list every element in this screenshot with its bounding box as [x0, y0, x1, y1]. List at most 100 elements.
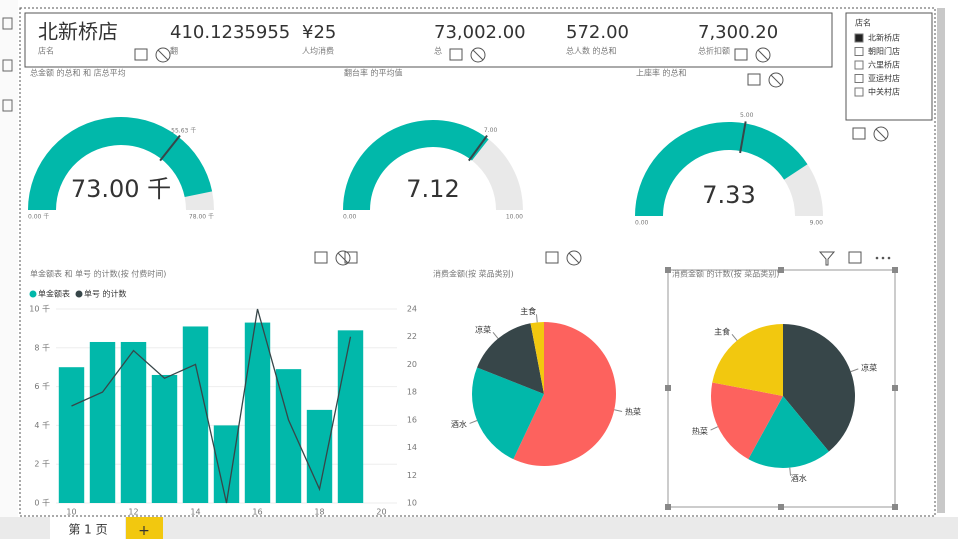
card-row: [24, 12, 833, 68]
visual-icon[interactable]: [314, 251, 328, 264]
slicer-item[interactable]: 朝阳门店: [868, 46, 900, 56]
model-view-icon[interactable]: [2, 99, 13, 112]
leader-line: [614, 409, 623, 412]
more-icon-dot[interactable]: [875, 256, 879, 260]
add-tab-label[interactable]: +: [138, 523, 150, 539]
chart-title: 单金额表 和 单号 的计数(按 付费时间): [30, 269, 166, 279]
gauge-max-label: 9.00: [810, 220, 824, 227]
more-icon-dot[interactable]: [881, 256, 885, 260]
block-icon-slash: [157, 49, 169, 61]
scrollbar[interactable]: [937, 8, 945, 513]
bar: [89, 341, 116, 503]
resize-handle[interactable]: [665, 267, 671, 273]
block-icon[interactable]: [755, 47, 771, 63]
gauge-target: [468, 134, 488, 162]
pie-slice[interactable]: [477, 323, 544, 394]
y-tick-label: 0 千: [34, 498, 50, 508]
y2-tick-label: 10: [407, 499, 417, 508]
pie-label: 主食: [520, 306, 536, 316]
leader-line: [710, 426, 719, 431]
y-tick-label: 8 千: [34, 342, 50, 352]
tab-label[interactable]: 第 1 页: [68, 523, 107, 537]
visual-icon[interactable]: [449, 48, 463, 61]
resize-handle[interactable]: [892, 267, 898, 273]
slicer-checkbox[interactable]: [854, 60, 864, 70]
card-value: ¥25: [302, 22, 336, 43]
gauge-value: [343, 119, 489, 210]
y-tick-label: 4 千: [34, 420, 50, 430]
pie-slice[interactable]: [748, 396, 829, 468]
gauge-target-label: 7.00: [484, 127, 498, 134]
card-label: 店名: [38, 46, 54, 56]
bar-icon[interactable]: [344, 251, 358, 264]
block-icon[interactable]: [768, 72, 784, 88]
block-icon[interactable]: [335, 250, 351, 266]
visual-icon[interactable]: [852, 127, 866, 140]
pie-slice[interactable]: [530, 322, 544, 394]
gauge-value-label: 73.00 千: [71, 175, 171, 203]
pie-slice[interactable]: [712, 324, 783, 396]
focus-icon[interactable]: [848, 251, 862, 264]
tab[interactable]: [50, 517, 125, 539]
visual-icon[interactable]: [747, 73, 761, 86]
slicer-checkbox[interactable]: [854, 74, 864, 83]
visual-icon[interactable]: [734, 48, 748, 61]
block-icon[interactable]: [155, 47, 171, 63]
slicer-item[interactable]: 北新桥店: [868, 33, 900, 43]
x-tick-label: 14: [190, 508, 200, 517]
bar: [337, 330, 364, 503]
x-tick-label: 16: [252, 508, 262, 517]
gauge-title: 总金额 的总和 和 店总平均: [30, 68, 126, 78]
resize-handle[interactable]: [778, 504, 784, 510]
gauge-target: [159, 134, 181, 162]
slicer-checkbox[interactable]: [854, 33, 864, 43]
block-icon[interactable]: [566, 250, 582, 266]
more-icon-dot[interactable]: [887, 256, 891, 260]
block-icon[interactable]: [873, 126, 889, 142]
visual-icon[interactable]: [134, 48, 148, 61]
data-view-icon[interactable]: [2, 59, 13, 72]
right-pane: [946, 0, 958, 517]
slicer-item[interactable]: 六里桥店: [868, 60, 900, 70]
leader-line: [492, 332, 499, 339]
gauge-min-label: 0.00 千: [28, 213, 49, 221]
slicer-item[interactable]: 亚运村店: [868, 73, 900, 83]
gauge-target: [739, 121, 747, 154]
slicer-item[interactable]: 中关村店: [868, 87, 900, 97]
resize-handle[interactable]: [892, 504, 898, 510]
filter-icon[interactable]: [818, 251, 836, 266]
pie-slice[interactable]: [513, 322, 616, 466]
pie-slice[interactable]: [783, 324, 856, 452]
pie-label: 酒水: [451, 419, 467, 429]
slicer-checkbox[interactable]: [854, 47, 864, 56]
legend-label: 单号 的计数: [84, 289, 127, 299]
report-view-icon[interactable]: [2, 17, 13, 30]
block-icon[interactable]: [470, 47, 486, 63]
resize-handle[interactable]: [665, 385, 671, 391]
chart-title: 消费金额 的计数(按 菜品类别): [672, 269, 779, 279]
canvas-border: [19, 7, 936, 517]
card-label: 总人数 的总和: [566, 46, 617, 56]
x-tick-label: 20: [376, 508, 386, 517]
visual-icon[interactable]: [545, 251, 559, 264]
left-sidebar: [0, 0, 18, 517]
y2-tick-label: 22: [407, 332, 417, 341]
card-label: 总: [434, 46, 442, 56]
add-tab[interactable]: [126, 517, 163, 539]
pie-slice[interactable]: [471, 367, 544, 460]
gauge-value-label: 7.33: [702, 181, 755, 209]
slicer-checkbox[interactable]: [854, 87, 864, 97]
pie-slice[interactable]: [711, 382, 783, 460]
bar: [151, 374, 178, 503]
resize-handle[interactable]: [778, 267, 784, 273]
chart-title: 消费金额(按 菜品类别): [433, 269, 514, 279]
y-tick-label: 6 千: [34, 381, 50, 391]
card-value: 73,002.00: [434, 22, 526, 43]
resize-handle[interactable]: [665, 504, 671, 510]
legend-marker: [29, 290, 37, 298]
legend-marker: [75, 290, 83, 298]
block-icon-slash: [568, 252, 580, 264]
gauge-max-label: 10.00: [506, 214, 523, 221]
resize-handle[interactable]: [892, 385, 898, 391]
